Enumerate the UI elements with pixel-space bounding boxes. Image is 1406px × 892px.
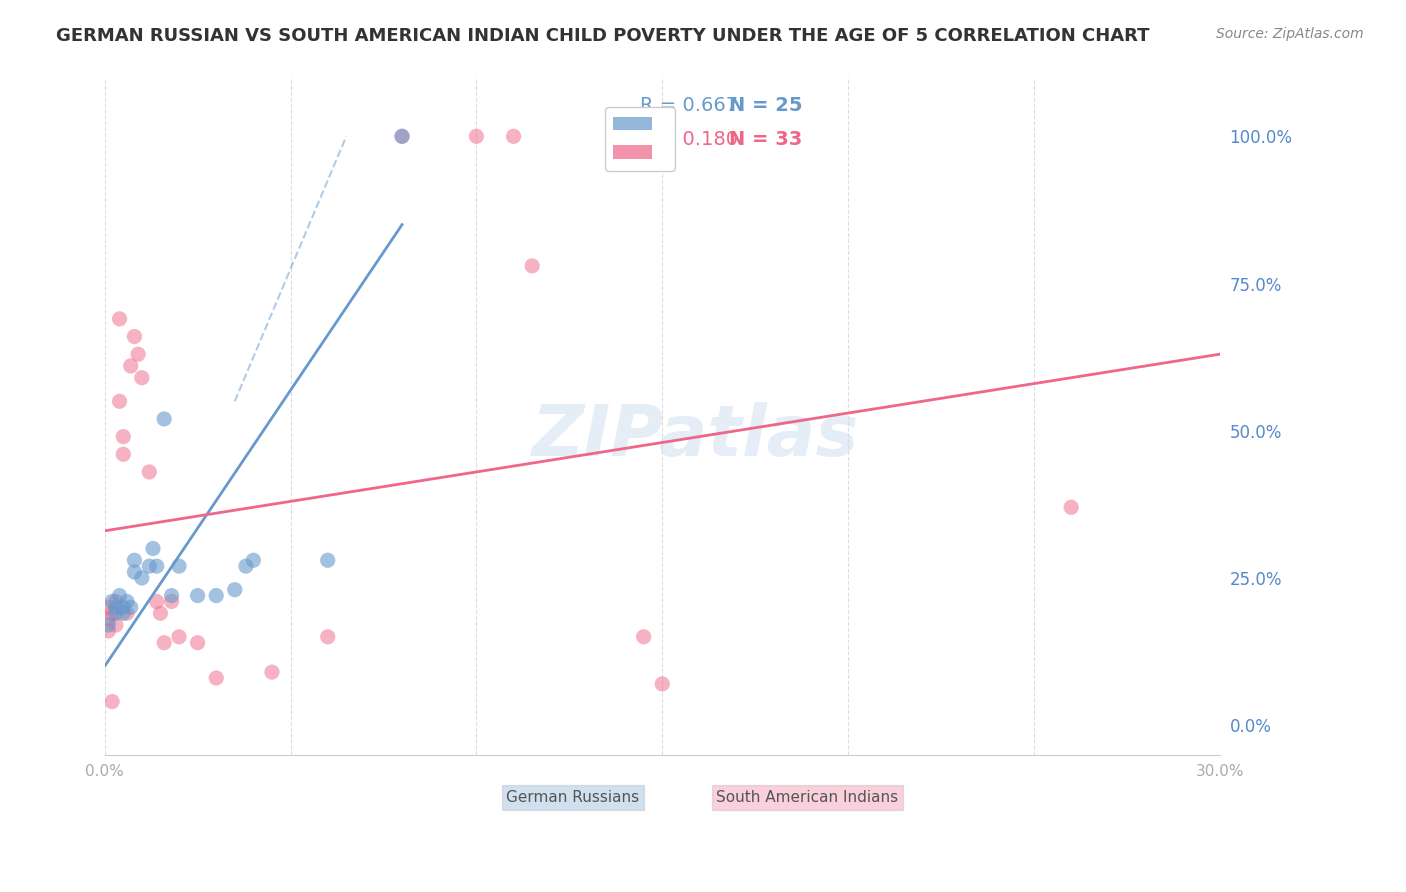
Point [131,571,153,585]
Point [187,636,209,650]
Text: N = 25: N = 25 [730,96,803,115]
Point [124,329,146,343]
Point [120,359,142,373]
Point [101,606,124,620]
Point [235,559,257,574]
Point [205,589,228,603]
Point [145,559,167,574]
Point [153,636,176,650]
Text: GERMAN RUSSIAN VS SOUTH AMERICAN INDIAN CHILD POVERTY UNDER THE AGE OF 5 CORRELA: GERMAN RUSSIAN VS SOUTH AMERICAN INDIAN … [56,27,1150,45]
Point [391,129,413,144]
Point [112,600,135,615]
Point [224,582,246,597]
Point [127,347,149,361]
Point [391,129,413,144]
Point [651,677,673,691]
Point [502,129,524,144]
Point [97,624,120,638]
Point [316,630,339,644]
Point [104,600,127,615]
Text: Source: ZipAtlas.com: Source: ZipAtlas.com [1216,27,1364,41]
Point [108,311,131,326]
Point [138,465,160,479]
Point [101,594,124,608]
Point [167,630,190,644]
Point [115,594,138,608]
Point [145,594,167,608]
Text: South American Indians: South American Indians [716,790,898,805]
Point [104,618,127,632]
Point [1060,500,1083,515]
Text: ZIPatlas: ZIPatlas [531,401,859,471]
Point [108,394,131,409]
Point [153,412,176,426]
Point [112,447,135,461]
Text: R = 0.180: R = 0.180 [640,130,738,149]
Point [104,594,127,608]
Point [187,589,209,603]
Point [101,695,124,709]
Point [316,553,339,567]
Point [124,565,146,579]
Point [149,606,172,620]
Text: N = 33: N = 33 [730,130,803,149]
Legend: , : , [605,107,675,170]
Point [242,553,264,567]
Point [260,665,283,680]
Point [124,553,146,567]
Point [520,259,543,273]
Point [167,559,190,574]
Point [465,129,488,144]
Point [97,600,120,615]
Point [112,606,135,620]
Point [120,600,142,615]
Point [142,541,165,556]
Point [633,630,655,644]
Point [104,606,127,620]
Point [160,589,183,603]
Point [112,429,135,443]
Point [131,370,153,384]
Point [97,618,120,632]
Point [108,589,131,603]
Point [97,612,120,626]
Point [205,671,228,685]
Text: German Russians: German Russians [506,790,640,805]
Point [115,606,138,620]
Point [160,594,183,608]
Point [138,559,160,574]
Text: R = 0.667: R = 0.667 [640,96,738,115]
